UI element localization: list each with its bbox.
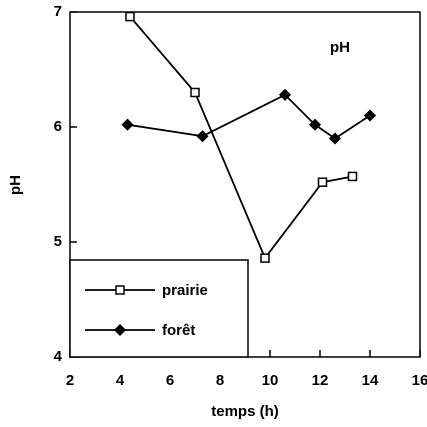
y-axis-label: pH xyxy=(7,175,24,195)
x-tick-label: 10 xyxy=(262,372,279,389)
marker xyxy=(328,132,342,145)
series-line xyxy=(129,16,353,260)
x-tick-label: 16 xyxy=(412,372,427,389)
annotation: pH xyxy=(330,39,350,56)
x-tick-label: 8 xyxy=(216,372,224,389)
legend-label: prairie xyxy=(162,282,208,299)
series-line xyxy=(127,93,371,140)
marker xyxy=(347,171,358,182)
y-tick-label: 4 xyxy=(54,348,63,365)
legend-marker xyxy=(115,285,125,295)
marker xyxy=(121,118,134,131)
marker xyxy=(196,130,209,143)
marker xyxy=(260,253,270,263)
marker xyxy=(363,109,377,122)
marker xyxy=(278,88,292,101)
legend-marker xyxy=(113,323,127,337)
y-tick-label: 5 xyxy=(54,233,62,250)
x-tick-label: 14 xyxy=(362,372,379,389)
x-tick-label: 12 xyxy=(312,372,329,389)
x-tick-label: 6 xyxy=(166,372,174,389)
marker xyxy=(317,177,328,187)
marker xyxy=(308,118,322,131)
legend-box xyxy=(69,259,249,358)
x-axis-label: temps (h) xyxy=(211,403,279,420)
y-tick-label: 7 xyxy=(54,3,62,20)
legend-label: forêt xyxy=(162,322,195,339)
x-tick-label: 4 xyxy=(116,372,125,389)
y-tick-label: 6 xyxy=(54,118,62,135)
marker xyxy=(125,11,135,22)
x-tick-label: 2 xyxy=(66,372,74,389)
marker xyxy=(190,87,200,98)
